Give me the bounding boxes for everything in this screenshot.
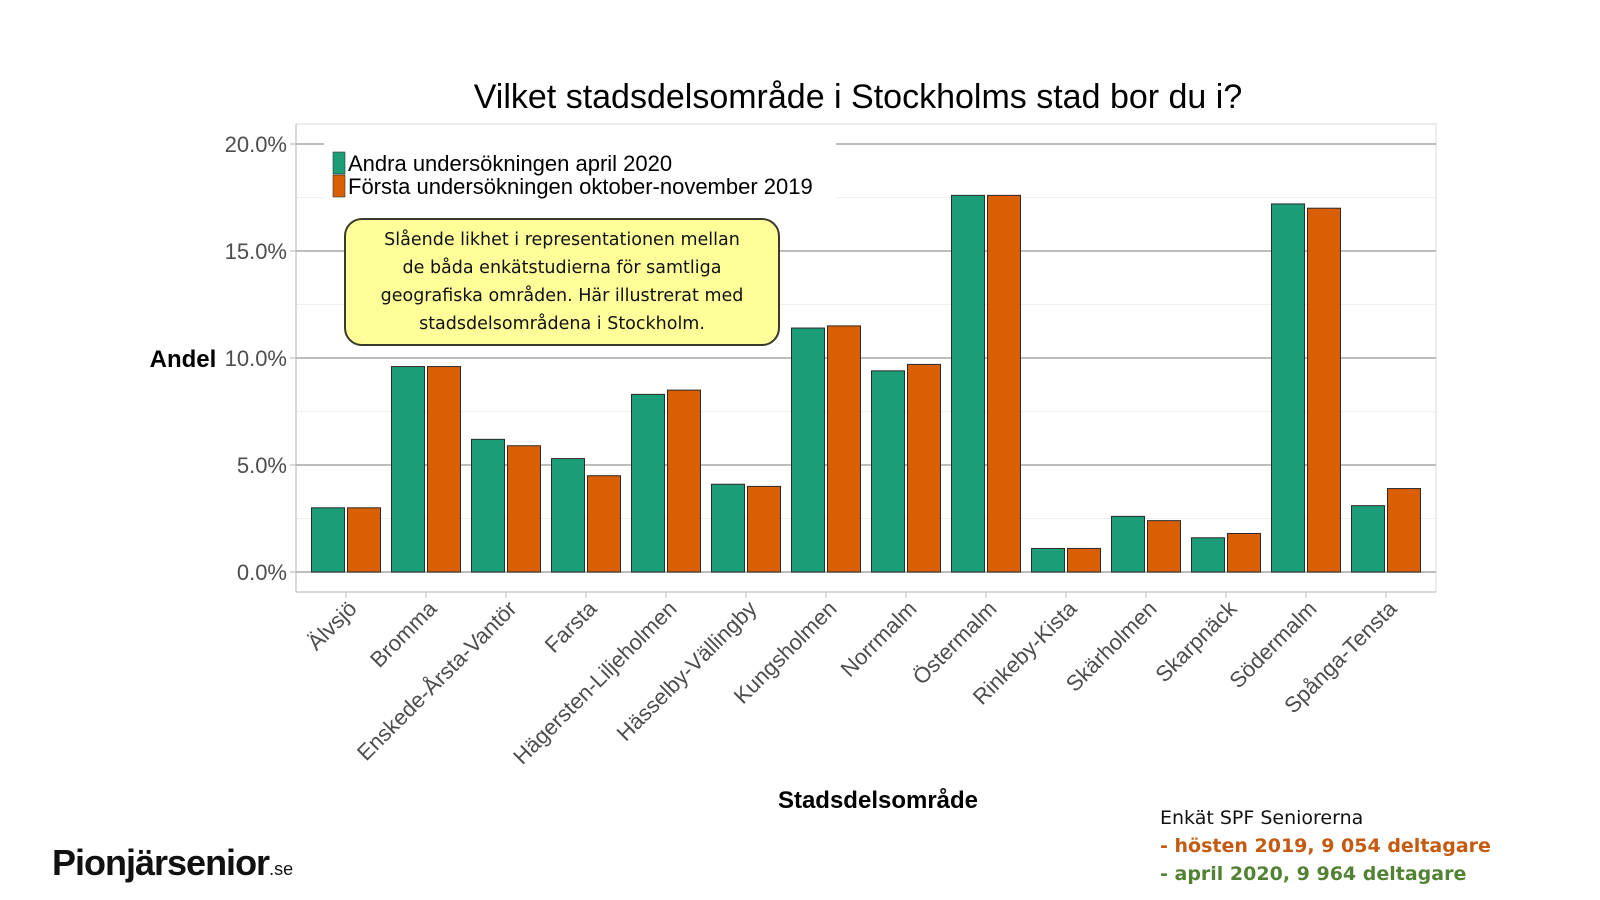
chart-title: Vilket stadsdelsområde i Stockholms stad… [474,78,1243,116]
source-2019: - hösten 2019, 9 054 deltagare [1160,835,1491,857]
bar-2020 [471,438,505,573]
source-2020: - april 2020, 9 964 deltagare [1160,863,1467,885]
y-tick-label: 15.0% [225,239,287,264]
legend-label-2019: Första undersökningen oktober-november 2… [348,174,813,199]
bar-2020 [1191,537,1225,573]
annotation-callout: Slående likhet i representationen mellan… [344,218,780,346]
bar-2019 [827,325,861,573]
bar-2019 [907,363,941,573]
bar-2019 [1387,488,1421,573]
bar-2020 [631,393,665,573]
bar-2019 [1067,547,1101,573]
legend-swatch-2019 [332,174,346,198]
legend-background [324,142,836,202]
bar-2019 [427,366,461,573]
y-axis-title: Andel [150,346,217,373]
callout-line: de båda enkätstudierna för samtliga [402,258,722,278]
bar-2019 [587,475,621,573]
bar-2020 [1111,515,1145,573]
x-tick-label: Älvsjö [302,596,361,655]
callout-line: stadsdelsområdena i Stockholm. [419,314,705,334]
bar-2020 [871,370,905,573]
bars [311,194,1421,573]
callout-line: geografiska områden. Här illustrerat med [380,286,744,306]
bar-2020 [791,327,825,573]
legend-swatch-2020 [332,151,346,175]
bar-2020 [1031,547,1065,573]
x-tick-label: Norrmalm [836,596,922,682]
bar-2020 [551,458,585,573]
x-tick-label: Enskede-Årsta-Vantör [352,596,522,766]
bar-2019 [987,194,1021,573]
bar-2019 [1147,520,1181,573]
bar-2020 [1271,203,1305,573]
bar-2019 [667,389,701,573]
y-tick-label: 10.0% [225,346,287,371]
bar-2020 [951,194,985,573]
x-tick-label: Hässelby-Vällingby [612,596,762,746]
logo-tld: .se [269,859,294,879]
logo-main: Pionjärsenior [52,842,270,883]
source-note: Enkät SPF Seniorerna - hösten 2019, 9 05… [1160,804,1491,888]
y-tick-label: 0.0% [237,560,287,585]
bar-2019 [507,445,541,573]
bar-2019 [1307,207,1341,573]
x-tick-label: Farsta [540,595,602,657]
callout-line: Slående likhet i representationen mellan [384,230,740,250]
bar-2019 [347,507,381,573]
y-tick-label: 20.0% [225,132,287,157]
bar-2019 [1227,532,1261,573]
y-tick-label: 5.0% [237,453,287,478]
legend-label-2020: Andra undersökningen april 2020 [348,151,672,176]
source-title: Enkät SPF Seniorerna [1160,807,1364,829]
bar-2020 [711,483,745,573]
logo: Pionjärsenior.se [52,842,293,884]
bar-2020 [1351,505,1385,573]
y-axis-ticks: 0.0% 5.0% 10.0% 15.0% 20.0% [225,132,296,585]
x-tick-label: Bromma [365,595,442,672]
bar-2020 [311,507,345,573]
bar-2020 [391,366,425,573]
x-axis-title: Stadsdelsområde [778,787,978,814]
legend: Andra undersökningen april 2020 Första u… [324,142,836,202]
x-tick-label: Hägersten-Liljeholmen [508,596,681,769]
bar-2019 [747,485,781,573]
